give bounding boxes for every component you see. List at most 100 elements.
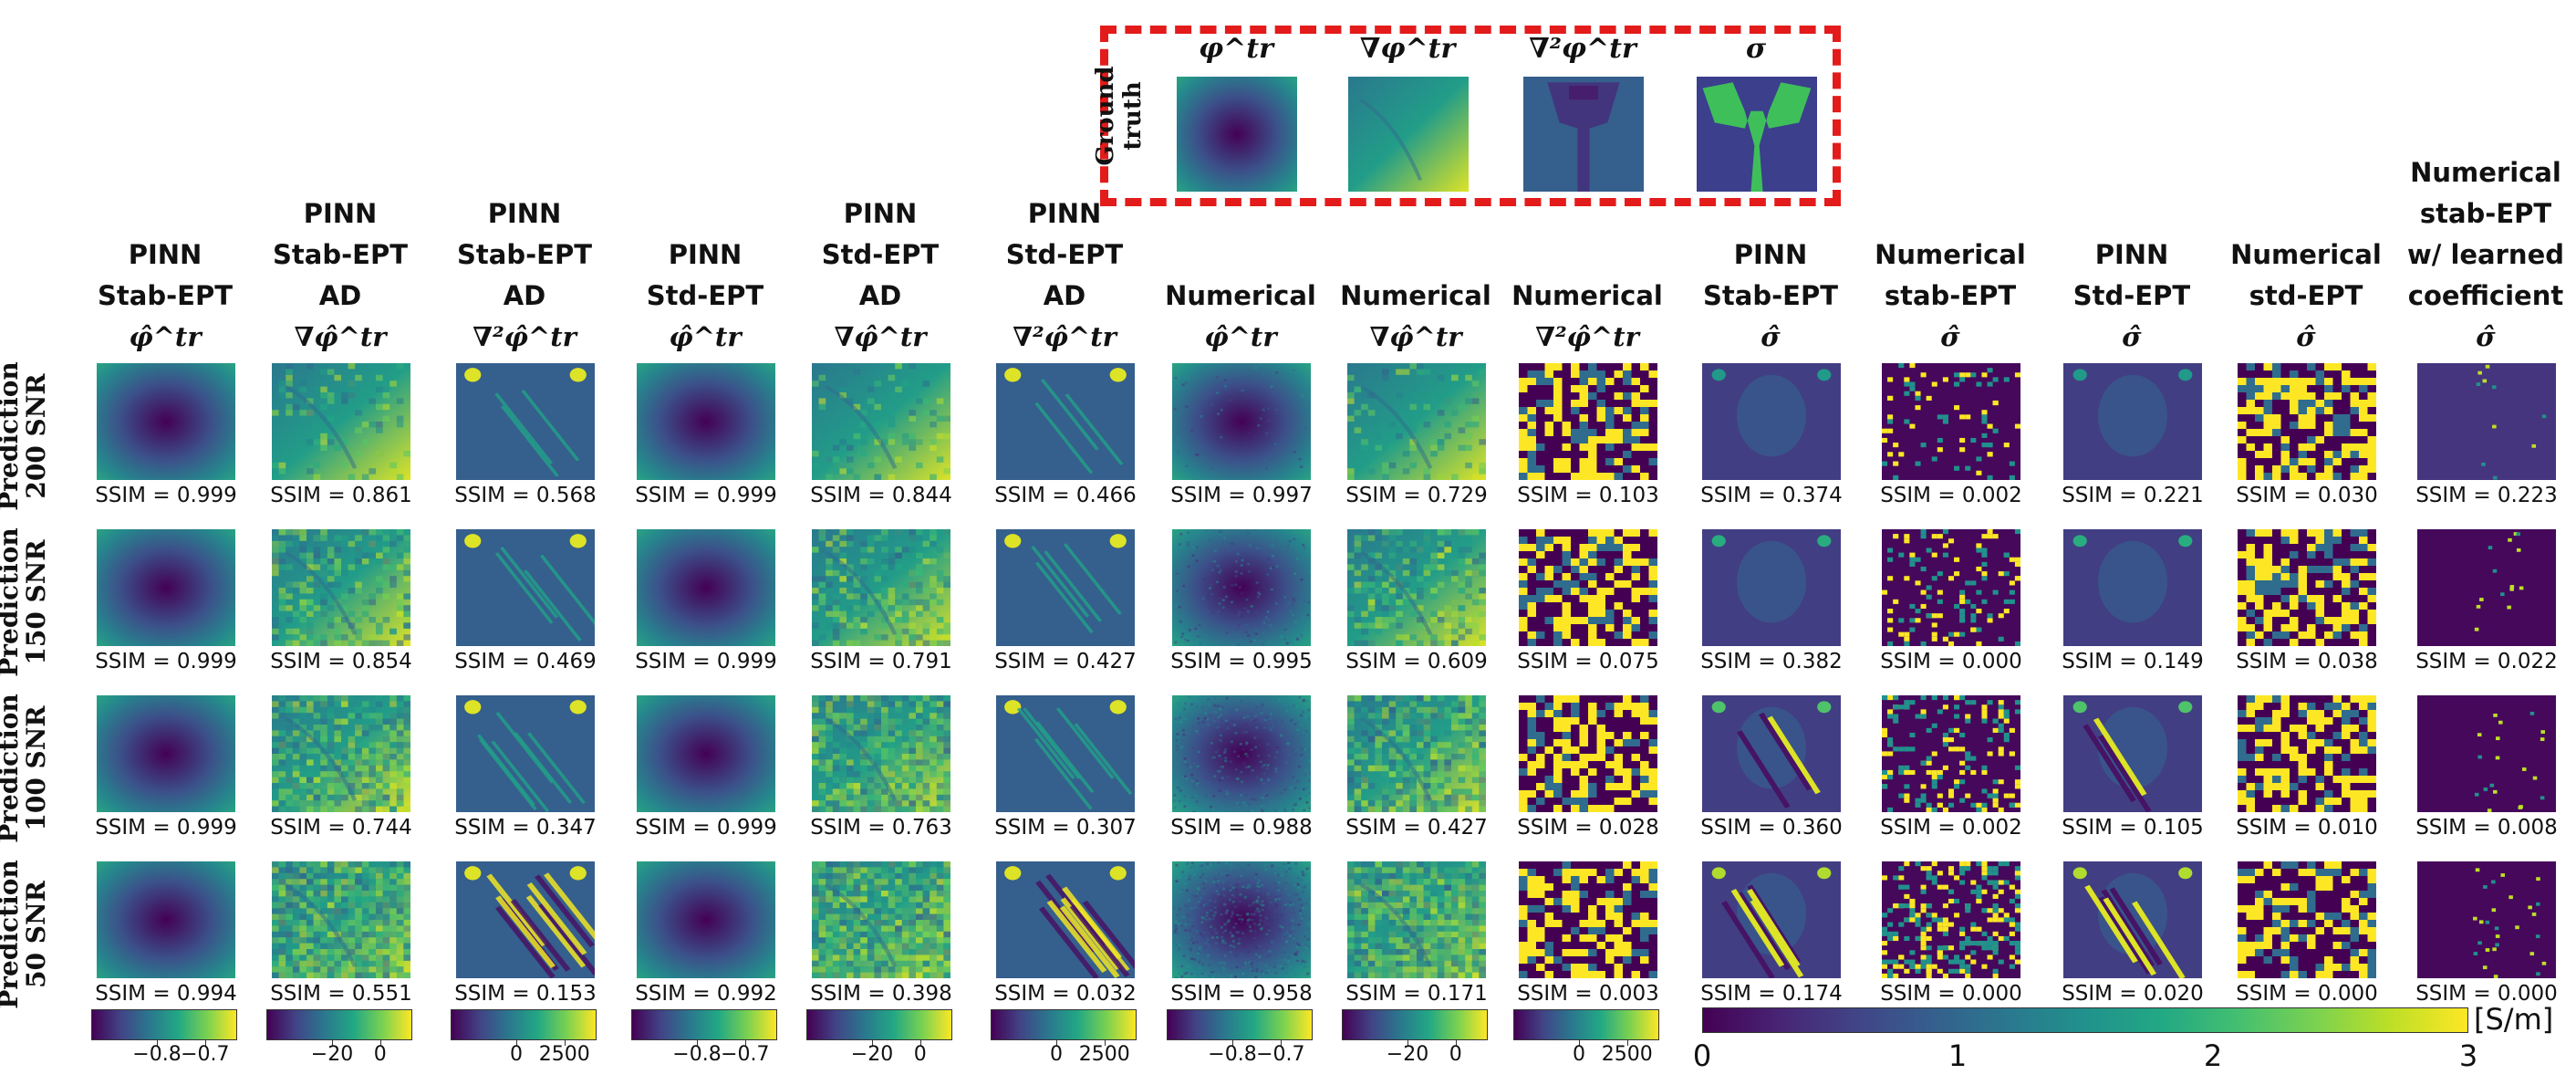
map-r0-c13	[2417, 363, 2556, 480]
ssim-value: SSIM = 0.744	[270, 816, 412, 840]
column-header-symbol: σ̂	[1940, 321, 1960, 352]
colorbar-2	[451, 1009, 597, 1040]
ssim-value: SSIM = 0.174	[1700, 982, 1843, 1006]
ssim-value: SSIM = 0.149	[2062, 650, 2204, 673]
map-r1-c4	[812, 529, 950, 646]
colorbar-tick-label: −0.7	[181, 1043, 230, 1066]
row-label-2: Prediction 100 SNR	[0, 686, 51, 850]
conductivity-tick-label: 3	[2458, 1038, 2478, 1073]
row-label-text: Prediction 100 SNR	[0, 694, 51, 843]
map-r2-c0	[97, 695, 235, 812]
column-header-line: std-EPT	[2249, 280, 2363, 311]
conductivity-tick-label: 1	[1948, 1038, 1968, 1073]
row-label-text: Prediction 150 SNR	[0, 527, 51, 677]
column-header-9: PINN Stab-EPT σ̂	[1684, 235, 1857, 358]
ssim-value: SSIM = 0.999	[635, 484, 777, 507]
map-r2-c13	[2417, 695, 2556, 812]
map-r1-c11	[2063, 529, 2202, 646]
colorbar-tick-label: 2500	[1078, 1043, 1130, 1066]
map-r2-c4	[812, 695, 950, 812]
map-r2-c8	[1519, 695, 1657, 812]
row-label-0: Prediction 200 SNR	[0, 354, 51, 518]
colorbar-tick-label: 0	[1449, 1043, 1462, 1066]
map-r1-c3	[637, 529, 775, 646]
column-header-line: Std-EPT	[646, 280, 764, 311]
colorbar-5	[991, 1009, 1137, 1040]
ssim-value: SSIM = 0.469	[454, 650, 597, 673]
colorbar-tick-mark	[1104, 1040, 1106, 1046]
map-r1-c6	[1172, 529, 1311, 646]
map-r3-c12	[2238, 861, 2376, 978]
map-r0-c2	[456, 363, 595, 480]
colorbar-4	[806, 1009, 952, 1040]
map-r3-c7	[1347, 861, 1486, 978]
map-r1-c0	[97, 529, 235, 646]
ssim-value: SSIM = 0.030	[2236, 484, 2378, 507]
column-header-symbol: ∇²φ̂^tr	[473, 321, 576, 352]
colorbar-tick-mark	[564, 1040, 566, 1046]
colorbar-tick-mark	[1626, 1040, 1628, 1046]
column-header-line: PINN	[668, 239, 743, 270]
column-header-8: Numerical ∇²φ̂^tr	[1501, 276, 1674, 358]
map-r0-c3	[637, 363, 775, 480]
ssim-value: SSIM = 0.075	[1517, 650, 1659, 673]
ssim-value: SSIM = 0.171	[1345, 982, 1488, 1006]
gt-map-2	[1523, 77, 1644, 192]
ssim-value: SSIM = 0.988	[1170, 816, 1313, 840]
column-header-line: Stab-EPT	[273, 239, 408, 270]
column-header-line: AD	[503, 280, 546, 311]
ssim-value: SSIM = 0.000	[1880, 982, 2022, 1006]
colorbar-tick-label: 0	[373, 1043, 387, 1066]
colorbar-3	[631, 1009, 777, 1040]
ssim-value: SSIM = 0.307	[994, 816, 1137, 840]
column-header-0: PINN Stab-EPT φ̂^tr	[78, 235, 252, 358]
colorbar-tick-label: 0	[1050, 1043, 1063, 1066]
colorbar-tick-mark	[204, 1040, 206, 1046]
ssim-value: SSIM = 0.551	[270, 982, 412, 1006]
column-header-symbol: σ̂	[2476, 321, 2496, 352]
ssim-value: SSIM = 0.427	[1345, 816, 1488, 840]
colorbar-tick-label: −0.7	[1256, 1043, 1305, 1066]
gt-title-1: ∇φ^tr	[1359, 33, 1456, 65]
column-header-2: PINN Stab-EPT AD ∇²φ̂^tr	[438, 193, 611, 358]
gt-title-0: φ^tr	[1199, 33, 1273, 65]
column-header-symbol: ∇φ̂^tr	[834, 321, 927, 352]
ssim-value: SSIM = 0.854	[270, 650, 412, 673]
ssim-value: SSIM = 0.010	[2236, 816, 2378, 840]
colorbar-tick-label: 0	[510, 1043, 523, 1066]
column-header-symbol: σ̂	[2296, 321, 2316, 352]
colorbar-tick-mark	[516, 1040, 517, 1046]
ssim-value: SSIM = 0.360	[1700, 816, 1843, 840]
colorbar-tick-mark	[697, 1040, 698, 1046]
ground-truth-box	[1100, 26, 1841, 206]
column-header-line: AD	[1043, 280, 1086, 311]
map-r3-c1	[272, 861, 410, 978]
ssim-value: SSIM = 0.000	[2236, 982, 2378, 1006]
map-r3-c10	[1882, 861, 2020, 978]
ssim-value: SSIM = 0.427	[994, 650, 1137, 673]
map-r2-c2	[456, 695, 595, 812]
column-header-line: stab-EPT	[2419, 198, 2552, 229]
colorbar-tick-label: 0	[913, 1043, 927, 1066]
column-header-line: Numerical	[1511, 280, 1663, 311]
column-header-line: Numerical	[1340, 280, 1491, 311]
map-r3-c0	[97, 861, 235, 978]
row-label-text: Prediction 200 SNR	[0, 361, 51, 511]
map-r2-c11	[2063, 695, 2202, 812]
colorbar-tick-mark	[1280, 1040, 1282, 1046]
map-r2-c5	[996, 695, 1135, 812]
colorbar-tick-mark	[1579, 1040, 1580, 1046]
column-header-3: PINN Std-EPT φ̂^tr	[618, 235, 792, 358]
column-header-symbol: ∇φ̂^tr	[1369, 321, 1462, 352]
column-header-10: Numerical stab-EPT σ̂	[1864, 235, 2037, 358]
map-r2-c9	[1702, 695, 1841, 812]
column-header-line: PINN	[128, 239, 203, 270]
map-r3-c2	[456, 861, 595, 978]
column-header-line: Numerical	[1165, 280, 1316, 311]
colorbar-tick-label: −20	[850, 1043, 894, 1066]
colorbar-tick-mark	[1455, 1040, 1457, 1046]
column-header-line: Numerical	[1875, 239, 2026, 270]
ssim-value: SSIM = 0.002	[1880, 484, 2022, 507]
column-header-line: AD	[858, 280, 902, 311]
column-header-6: Numerical φ̂^tr	[1154, 276, 1327, 358]
